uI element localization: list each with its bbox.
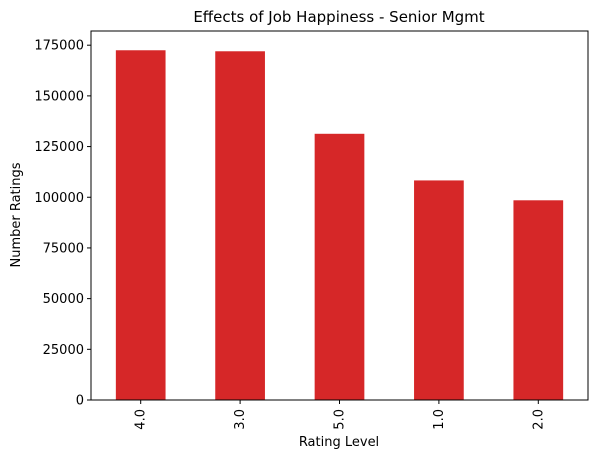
y-tick-label: 0 bbox=[76, 394, 84, 409]
x-tick-label: 2.0 bbox=[531, 409, 546, 430]
y-axis-title: Number Ratings bbox=[9, 162, 24, 267]
bar-3-0 bbox=[215, 51, 265, 401]
bars-group bbox=[115, 50, 564, 401]
x-tick-label: 1.0 bbox=[432, 409, 447, 430]
plot-frame bbox=[90, 30, 589, 401]
bar-1-0 bbox=[414, 180, 464, 400]
bar-5-0 bbox=[314, 133, 365, 401]
x-tick-label: 3.0 bbox=[233, 409, 248, 430]
y-tick-label: 150000 bbox=[34, 89, 84, 104]
x-axis-title: Rating Level bbox=[299, 435, 379, 450]
bar-2-0 bbox=[513, 200, 564, 400]
x-tick-label: 4.0 bbox=[134, 409, 149, 430]
y-axis: 0 25000 50000 75000 100000 125000 150000 175000 bbox=[34, 39, 91, 409]
y-tick-label: 25000 bbox=[43, 343, 84, 358]
y-tick-label: 50000 bbox=[43, 292, 84, 307]
y-tick-label: 175000 bbox=[34, 39, 84, 54]
y-tick-label: 125000 bbox=[34, 140, 84, 155]
bar-4-0 bbox=[115, 50, 166, 401]
chart-title: Effects of Job Happiness - Senior Mgmt bbox=[193, 8, 484, 26]
y-tick-label: 100000 bbox=[34, 191, 84, 206]
y-tick-label: 75000 bbox=[43, 241, 84, 256]
x-axis: 4.0 3.0 5.0 1.0 2.0 bbox=[134, 400, 546, 430]
x-tick-label: 5.0 bbox=[333, 409, 348, 430]
